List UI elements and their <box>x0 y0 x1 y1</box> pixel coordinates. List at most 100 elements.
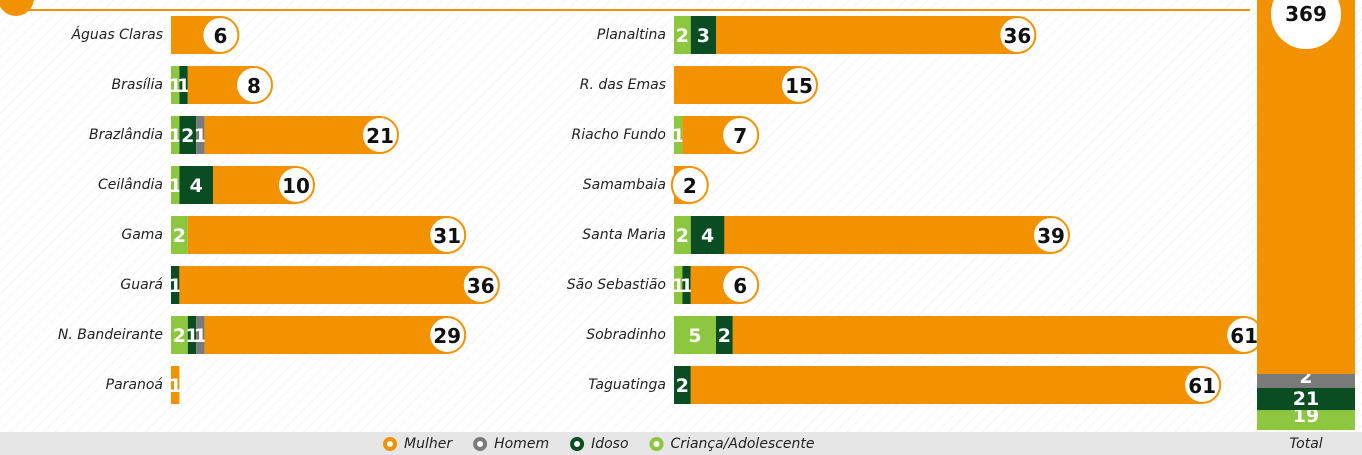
total-label: 369 <box>1285 2 1327 26</box>
bar-segment <box>732 316 1246 354</box>
value-label: 6 <box>213 24 227 48</box>
value-label: 8 <box>247 74 261 98</box>
bar-segment <box>196 116 205 154</box>
value-badge <box>428 216 467 254</box>
segment-label: 4 <box>190 175 203 197</box>
region-label: Samambaia <box>583 177 666 193</box>
bar-segment <box>171 216 188 254</box>
bar-segment <box>674 216 691 254</box>
value-label: 10 <box>282 174 310 198</box>
segment-label: 2 <box>173 325 186 347</box>
value-label: 39 <box>1037 224 1065 248</box>
bar-segment <box>674 116 683 154</box>
bar-segment <box>674 366 691 404</box>
legend-band <box>0 432 1362 455</box>
bar-segment <box>187 216 449 254</box>
total-segment <box>1257 388 1355 411</box>
value-label: 2 <box>683 174 697 198</box>
region-label: Planaltina <box>597 27 666 43</box>
bar-segment <box>171 66 180 104</box>
segment-label: 1 <box>185 325 198 347</box>
bar-segment <box>716 16 1019 54</box>
value-label: 29 <box>433 324 461 348</box>
value-badge <box>201 16 240 54</box>
value-badge <box>277 166 315 204</box>
value-badge <box>235 66 273 104</box>
value-label: 31 <box>433 224 461 248</box>
region-label: São Sebastião <box>567 277 666 293</box>
value-badge <box>721 116 760 154</box>
bar-segment <box>682 266 691 304</box>
value-badge <box>428 316 467 354</box>
region-label: Águas Claras <box>70 26 163 43</box>
bar-segment <box>690 216 725 254</box>
bar-segment <box>171 116 180 154</box>
value-label: 6 <box>733 274 747 298</box>
legend-label: Homem <box>494 436 549 452</box>
segment-label: 2 <box>718 325 731 347</box>
segment-label: 1 <box>672 125 685 147</box>
bar-segment <box>179 166 213 204</box>
value-badge <box>670 166 709 204</box>
segment-label: 3 <box>697 25 710 47</box>
segment-label: 1 <box>194 125 207 147</box>
total-segment <box>1257 0 1355 374</box>
segment-label: 2 <box>676 25 689 47</box>
bar-segment <box>690 16 716 54</box>
region-label: Gama <box>121 227 163 243</box>
value-badge <box>998 16 1037 54</box>
value-label: 61 <box>1230 324 1258 348</box>
value-badge <box>361 116 399 154</box>
region-label: N. Bandeirante <box>58 327 163 343</box>
value-label: 61 <box>1188 374 1216 398</box>
value-label: 36 <box>467 274 495 298</box>
bar-segment <box>674 316 716 354</box>
segment-label: 2 <box>173 225 186 247</box>
total-badge <box>1269 0 1343 51</box>
bar-segment <box>204 116 381 154</box>
segment-label: 1 <box>169 75 182 97</box>
total-segment <box>1257 374 1355 388</box>
bar-segment <box>724 216 1052 254</box>
region-label: R. das Emas <box>580 77 666 93</box>
region-label: Riacho Fundo <box>572 127 666 143</box>
value-badge <box>1032 216 1070 254</box>
value-label: 36 <box>1003 24 1031 48</box>
value-badge <box>780 66 818 104</box>
legend-swatch <box>570 437 585 451</box>
segment-label: 1 <box>680 275 693 297</box>
region-label: Santa Maria <box>582 227 666 243</box>
region-label: Sobradinho <box>586 327 666 343</box>
bar-segment <box>171 316 188 354</box>
value-badge <box>721 266 760 304</box>
legend-label: Idoso <box>591 436 628 452</box>
legend-swatch <box>473 437 488 451</box>
legend-label: Mulher <box>404 436 453 452</box>
bar-segment <box>674 16 691 54</box>
bar-segment <box>171 166 180 204</box>
bar-segment <box>187 316 197 354</box>
segment-label: 2 <box>676 225 689 247</box>
value-label: 7 <box>733 124 747 148</box>
bar-segment <box>179 116 197 154</box>
segment-label: 4 <box>701 225 714 247</box>
region-label: Brazlândia <box>89 127 163 143</box>
bar-segment <box>171 366 180 404</box>
bar-segment <box>690 366 1204 404</box>
value-label: 21 <box>366 124 394 148</box>
segment-label: 1 <box>672 275 685 297</box>
total-segment <box>1257 410 1355 430</box>
region-label: Ceilândia <box>98 177 163 193</box>
total-label: 19 <box>1293 405 1319 427</box>
bar-segment <box>674 66 800 104</box>
corner-badge <box>0 0 34 16</box>
segment-label: 1 <box>169 175 182 197</box>
region-label: Guará <box>120 277 163 293</box>
region-label: Taguatinga <box>588 377 666 393</box>
segment-label: 2 <box>676 375 689 397</box>
bar-segment <box>179 66 188 104</box>
total-title: Total <box>1289 436 1322 452</box>
bar-segment <box>179 266 482 304</box>
